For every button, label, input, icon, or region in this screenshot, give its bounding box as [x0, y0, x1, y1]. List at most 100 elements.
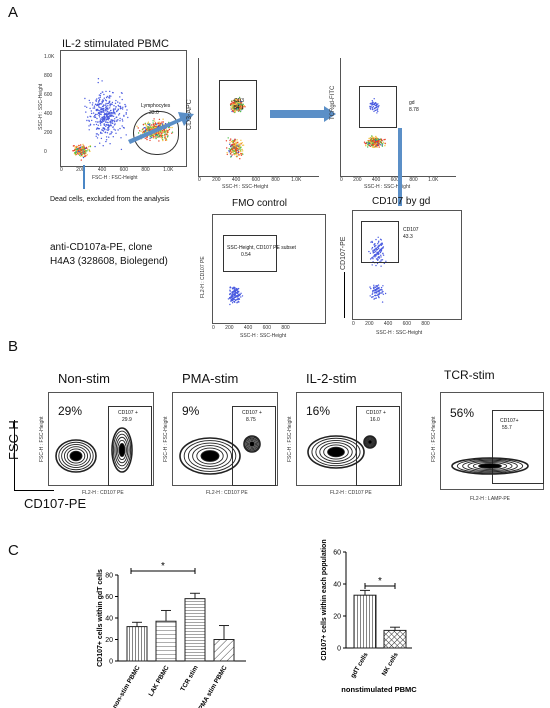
b-gate-value: 29.9 [122, 417, 132, 423]
b-y-axis-label: FSC-H [6, 420, 21, 460]
x-category-label: TCR stim [179, 664, 199, 692]
gd-gate-value: 8.78 [409, 107, 419, 113]
panel-b-letter: B [8, 338, 19, 355]
b-gate-label: CD107 + [242, 410, 262, 416]
fmo-gate-value: 0.54 [241, 252, 251, 258]
b-plot [48, 392, 154, 486]
y-tick-label: 20 [333, 614, 341, 621]
cd3-gate-label: CD3 [234, 98, 245, 104]
y-tick-label: 40 [333, 582, 341, 589]
cd3-gate-value: 54.1 [234, 105, 244, 111]
b-y-label: FSC-H : FSC-Height [163, 416, 169, 462]
chart-c-right: 0 20 40 60 gdT cells NK cells * CD107+ cells wi… [321, 539, 417, 694]
cd107-gate-value: 43.3 [403, 234, 413, 240]
b-y-label: FSC-H : FSC-Height [287, 416, 293, 462]
y-tick-label: 80 [105, 573, 113, 580]
arrow-to-gd [270, 106, 336, 122]
fmo-x-ticks: 0 200 400 600 800 [212, 325, 290, 331]
b-cd107-gate [108, 406, 152, 486]
gd-y-label: TCRgd-FITC [330, 85, 336, 120]
y-tick-label: 0 [109, 659, 113, 666]
b-contour [55, 427, 133, 473]
lymph-gate-value: 33.0 [149, 110, 159, 116]
cd107-y-arrow [344, 272, 345, 318]
b-cd107-gate [492, 410, 544, 484]
chart-c-left: 0 20 40 60 80 non-stim PBMC LAK PBMC TCR stimPM… [97, 561, 246, 708]
b-plot [172, 392, 278, 486]
b-x-label: FL2-H : LAMP-PE [470, 496, 511, 502]
a-plot-fmo-dots [227, 286, 244, 306]
lymph-gate [133, 111, 179, 155]
b-y-axis-arrow [14, 420, 15, 490]
fmo-gate-label: SSC-Height, CD107 PE subset [227, 245, 296, 251]
cd107-y-label: CD107-PE [340, 236, 347, 270]
y-tick-label: 40 [105, 616, 113, 623]
x-category-label: PMA stim PBMC [198, 664, 229, 708]
b-plot-title: TCR-stim [444, 368, 495, 382]
b-contour [451, 457, 529, 475]
dead-cells-note: Dead cells, excluded from the analysis [50, 196, 170, 203]
b-plot-title: IL-2-stim [306, 371, 357, 386]
bar [184, 598, 206, 662]
x-category-label: gdT cells [350, 651, 370, 679]
panel-a-letter: A [8, 4, 19, 21]
a-plot-cd107-dots [368, 236, 387, 303]
b-x-label: FL2-H : CD107 PE [330, 490, 372, 496]
y-axis-label: CD107+ cells within each population [321, 539, 328, 660]
significance-star: * [161, 561, 165, 572]
gd-gate-label: gd [409, 100, 415, 106]
b-plot-title: Non-stim [58, 371, 111, 386]
y-tick-label: 60 [105, 594, 113, 601]
gd-x-ticks: 0 200 400 600 800 1.0K [340, 177, 439, 183]
a-plot-gd-dots [363, 98, 387, 149]
b-cd107-gate [232, 406, 276, 486]
bar [155, 620, 177, 662]
b-x-axis-label: CD107-PE [24, 496, 87, 511]
cd107-x-ticks: 0 200 400 600 800 [352, 321, 430, 327]
b-gate-value: 8.75 [246, 417, 256, 423]
b-cd107-gate [356, 406, 400, 486]
b-contour [179, 435, 261, 475]
y-axis-label: CD107+ cells within gdT cells [97, 569, 104, 667]
lymph-gate-label: Lymphocytes [141, 103, 171, 109]
cd107-title: CD107 by gd [372, 196, 431, 207]
b-contour [307, 435, 377, 469]
b-x-axis-arrow [14, 490, 54, 491]
panel-c-letter: C [8, 542, 19, 559]
b-plot-percent: 9% [182, 404, 200, 418]
x-category-label: NK cells [381, 651, 400, 677]
cd107-gate [361, 221, 399, 263]
gd-gate [359, 86, 397, 128]
b-plot-percent: 16% [306, 404, 331, 418]
antibody-line-2: H4A3 (328608, Biolegend) [50, 256, 168, 267]
b-gate-label: CD107 + [118, 410, 138, 416]
b-x-label: FL2-H : CD107 PE [206, 490, 248, 496]
bar [383, 629, 407, 649]
bar [353, 594, 377, 649]
bar [126, 626, 148, 662]
x-category-label: non-stim PBMC [111, 664, 141, 708]
fmo-x-label: SSC-H : SSC-Height [240, 333, 287, 339]
fmo-y-label: FL2-H : CD107 PE [200, 256, 206, 298]
arrow-to-cd107 [398, 128, 402, 206]
b-gate-value: 16.0 [370, 417, 380, 423]
b-x-label: FL2-H : CD107 PE [82, 490, 124, 496]
b-plot-percent: 56% [450, 406, 475, 420]
a-plot-fmo: SSC-Height, CD107 PE subset 0.54 [212, 214, 326, 324]
b-plot [296, 392, 402, 486]
arrow-to-cd3 [128, 112, 194, 144]
b-gate-value: 55.7 [502, 425, 512, 431]
cd3-x-label: SSC-H : SSC-Height [222, 184, 269, 190]
a-ticks-y1: 1.0K 800 600 400 200 0 [44, 54, 55, 155]
b-y-label: FSC-H : FSC-Height [39, 416, 45, 462]
a-ticks-x1: 0 200 400 600 800 1.0K [60, 167, 174, 173]
a-main-title: IL-2 stimulated PBMC [62, 38, 169, 50]
significance-star: * [378, 576, 382, 587]
cd107-gate-label: CD107 [403, 227, 419, 233]
fmo-gate [223, 235, 277, 272]
b-y-label: FSC-H : FSC-Height [431, 416, 437, 462]
y-tick-label: 0 [337, 646, 341, 653]
x-category-label: LAK PBMC [148, 664, 171, 697]
a-plot-cd3-dots [225, 96, 246, 160]
y-tick-label: 60 [333, 550, 341, 557]
